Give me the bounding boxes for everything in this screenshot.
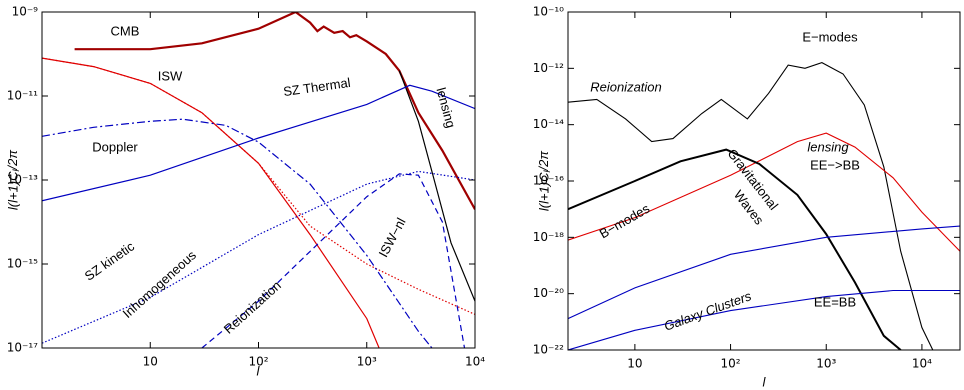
y-tick-label: 10⁻⁹ xyxy=(12,5,39,19)
annotation: lensing xyxy=(433,86,458,130)
annotation: ISW xyxy=(158,68,183,83)
annotation: CMB xyxy=(111,23,140,38)
curve xyxy=(42,118,433,348)
annotation: Reionization xyxy=(221,278,284,337)
x-tick-label: 10 xyxy=(143,355,158,369)
curve xyxy=(398,70,475,302)
plot-area xyxy=(42,12,475,348)
y-tick-label: 10⁻¹⁷ xyxy=(7,341,38,355)
curve xyxy=(42,84,475,202)
plot-area xyxy=(568,62,960,350)
annotation: EE=BB xyxy=(814,294,856,309)
y-tick-label: 10⁻¹⁶ xyxy=(533,174,564,188)
x-tick-label: 10² xyxy=(721,357,741,371)
curve xyxy=(568,225,960,320)
curve xyxy=(42,57,475,315)
y-tick-label: 10⁻²² xyxy=(533,343,564,357)
annotation: SZ kinetic xyxy=(82,238,138,283)
y-tick-label: 10⁻¹⁴ xyxy=(533,117,564,131)
x-tick-label: 10⁴ xyxy=(465,355,485,369)
annotation: ISW−nl xyxy=(376,215,409,259)
x-tick-label: 10⁴ xyxy=(912,357,932,371)
curve xyxy=(568,62,934,350)
annotation: E−modes xyxy=(802,29,858,44)
x-tick-label: 10 xyxy=(627,357,642,371)
x-axis-label: l xyxy=(763,374,767,389)
y-tick-label: 10⁻¹⁰ xyxy=(533,5,564,19)
y-tick-label: 10⁻¹¹ xyxy=(7,89,38,103)
y-tick-label: 10⁻¹³ xyxy=(7,173,38,187)
annotation: Galaxy Clusters xyxy=(662,288,754,334)
annotation: lensing xyxy=(807,139,849,154)
annotation: Doppler xyxy=(92,139,138,154)
annotation: Reionization xyxy=(590,79,662,94)
annotation: Inhomogeneous xyxy=(120,247,200,321)
y-tick-label: 10⁻¹⁵ xyxy=(7,257,38,271)
y-axis-label: l(l+1)Cl/2π xyxy=(5,150,21,210)
annotation: B−modes xyxy=(597,201,653,242)
curve xyxy=(568,289,960,350)
curve xyxy=(568,148,902,350)
x-tick-label: 10³ xyxy=(357,355,377,369)
y-tick-label: 10⁻²⁰ xyxy=(533,286,564,300)
curve xyxy=(42,170,475,344)
x-tick-label: 10³ xyxy=(816,357,836,371)
curve xyxy=(201,173,466,348)
x-tick-label: 10² xyxy=(248,355,268,369)
curve xyxy=(42,57,380,348)
y-tick-label: 10⁻¹² xyxy=(533,61,564,75)
x-axis-label: l xyxy=(257,363,261,378)
y-tick-label: 10⁻¹⁸ xyxy=(533,230,564,244)
annotation: EE−>BB xyxy=(810,157,860,172)
y-axis-label: l(l+1)Cl/2π xyxy=(536,151,552,211)
annotation: SZ Thermal xyxy=(282,75,351,99)
curve xyxy=(568,132,960,252)
